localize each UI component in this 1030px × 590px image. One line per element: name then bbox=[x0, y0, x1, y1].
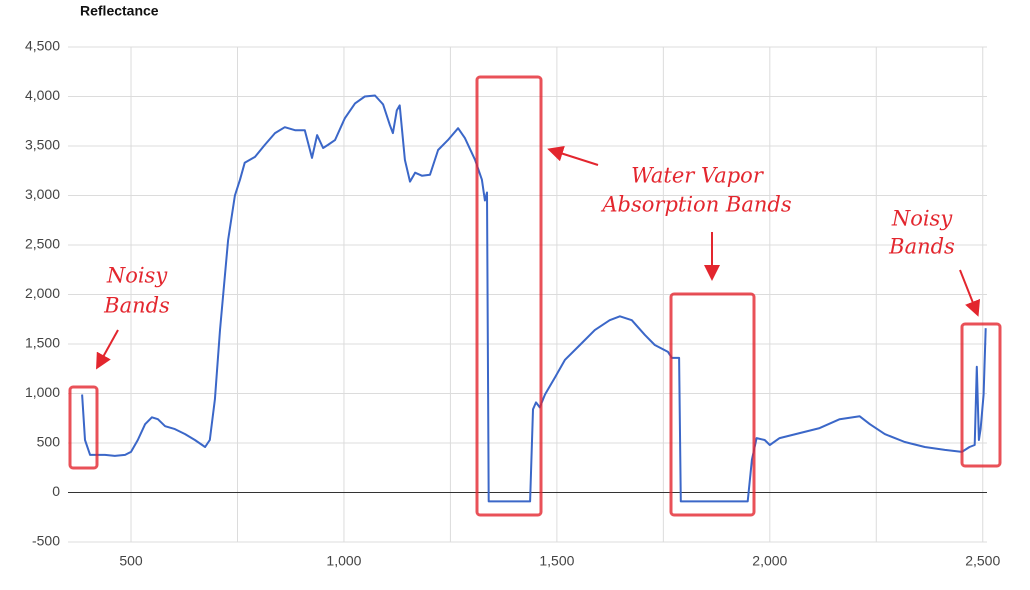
x-tick-label: 500 bbox=[119, 553, 143, 569]
annotation: Noisy bbox=[106, 264, 169, 288]
y-tick-label: 4,500 bbox=[25, 38, 60, 54]
arrows bbox=[96, 146, 981, 370]
y-tick-label: 1,500 bbox=[25, 335, 60, 351]
arrow bbox=[547, 146, 599, 166]
highlight-box bbox=[960, 322, 1002, 468]
annotation: Absorption Bands bbox=[600, 193, 791, 217]
chart-title: Reflectance bbox=[80, 3, 159, 19]
x-tick-label: 2,500 bbox=[965, 553, 1000, 569]
y-tick-label: 1,000 bbox=[25, 384, 60, 400]
y-tick-label: 500 bbox=[37, 434, 61, 450]
data-line bbox=[81, 94, 987, 503]
arrow bbox=[959, 269, 981, 317]
y-tick-label: 3,000 bbox=[25, 186, 60, 202]
annotation: Bands bbox=[888, 235, 955, 259]
annotation: Water Vapor bbox=[631, 164, 765, 188]
annotation: Bands bbox=[103, 294, 170, 318]
highlight-box bbox=[475, 75, 543, 517]
annotation: Noisy bbox=[891, 207, 954, 231]
grid: -500 0 500 1,000 1,500 2,000 2,500 3,000 3,500 4,… bbox=[25, 38, 1001, 569]
arrow bbox=[96, 329, 119, 370]
x-tick-label: 2,000 bbox=[752, 553, 787, 569]
plot bbox=[81, 94, 987, 503]
x-tick-label: 1,000 bbox=[326, 553, 361, 569]
highlight-box bbox=[68, 385, 99, 470]
y-tick-label: -500 bbox=[32, 533, 60, 549]
y-tick-label: 3,500 bbox=[25, 137, 60, 153]
y-tick-label: 4,000 bbox=[25, 87, 60, 103]
highlight-box bbox=[669, 292, 756, 517]
annotations: Noisy Bands Water Vapor Absorption Bands Noi… bbox=[103, 164, 955, 318]
highlight-boxes bbox=[68, 75, 1002, 517]
y-tick-label: 2,000 bbox=[25, 285, 60, 301]
y-tick-label: 0 bbox=[52, 483, 60, 499]
x-tick-label: 1,500 bbox=[539, 553, 574, 569]
y-tick-label: 2,500 bbox=[25, 236, 60, 252]
